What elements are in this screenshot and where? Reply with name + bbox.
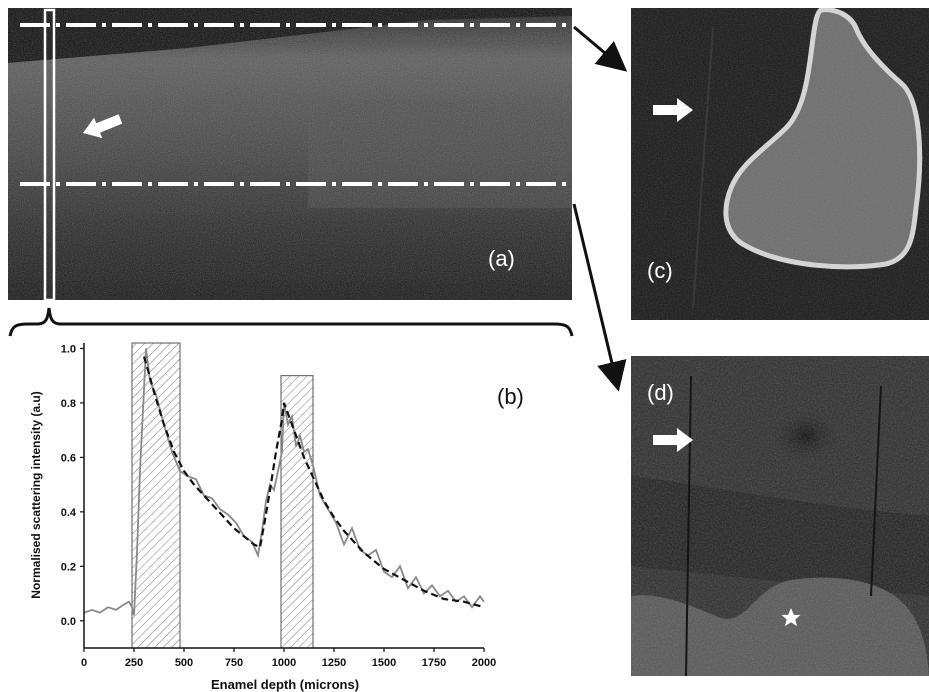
- highlight-region-2: [280, 375, 314, 649]
- y-tick-label: 0.8: [61, 398, 76, 410]
- y-axis-label: Normalised scattering intensity (a.u): [29, 391, 43, 598]
- selection-column: [43, 8, 56, 300]
- x-tick-label: 2000: [472, 657, 496, 669]
- black-arrow-icon: [573, 25, 628, 72]
- x-tick-label: 250: [125, 657, 143, 669]
- y-tick-label: 1.0: [61, 343, 76, 355]
- fit-curve-line: [142, 356, 485, 609]
- y-tick-label: 0.6: [61, 452, 76, 464]
- measured-curve-line: [83, 348, 485, 616]
- panel-c-label: (c): [647, 258, 673, 283]
- x-tick-label: 500: [175, 657, 193, 669]
- white-star-icon: [781, 608, 801, 627]
- x-tick-label: 0: [81, 657, 87, 669]
- panel-d-label: (d): [647, 380, 674, 405]
- panel-d-image: (d): [631, 356, 929, 676]
- y-tick-label: 0.4: [61, 507, 77, 519]
- panel-c-image: (c): [631, 8, 929, 320]
- x-tick-label: 1750: [422, 657, 446, 669]
- x-axis-label: Enamel depth (microns): [211, 677, 359, 692]
- y-tick-label: 0.0: [61, 616, 76, 628]
- x-tick-label: 1500: [372, 657, 396, 669]
- x-tick-label: 1250: [322, 657, 346, 669]
- panel-a-oct-image: (a): [8, 8, 572, 300]
- chart-b: 0 250 500 750 1000 1250 1500 1750 2000 0.0 0.2 0.4 0…: [29, 342, 496, 692]
- panel-a-label: (a): [488, 246, 515, 271]
- white-arrow-icon: [83, 114, 123, 139]
- x-tick-label: 1000: [272, 657, 296, 669]
- panel-b-label: (b): [497, 384, 524, 409]
- white-arrow-icon: [653, 428, 693, 452]
- x-tick-label: 750: [225, 657, 243, 669]
- y-tick-label: 0.2: [61, 561, 76, 573]
- black-arrow-icon: [572, 203, 627, 392]
- bracket: [8, 307, 574, 337]
- white-arrow-icon: [653, 98, 693, 122]
